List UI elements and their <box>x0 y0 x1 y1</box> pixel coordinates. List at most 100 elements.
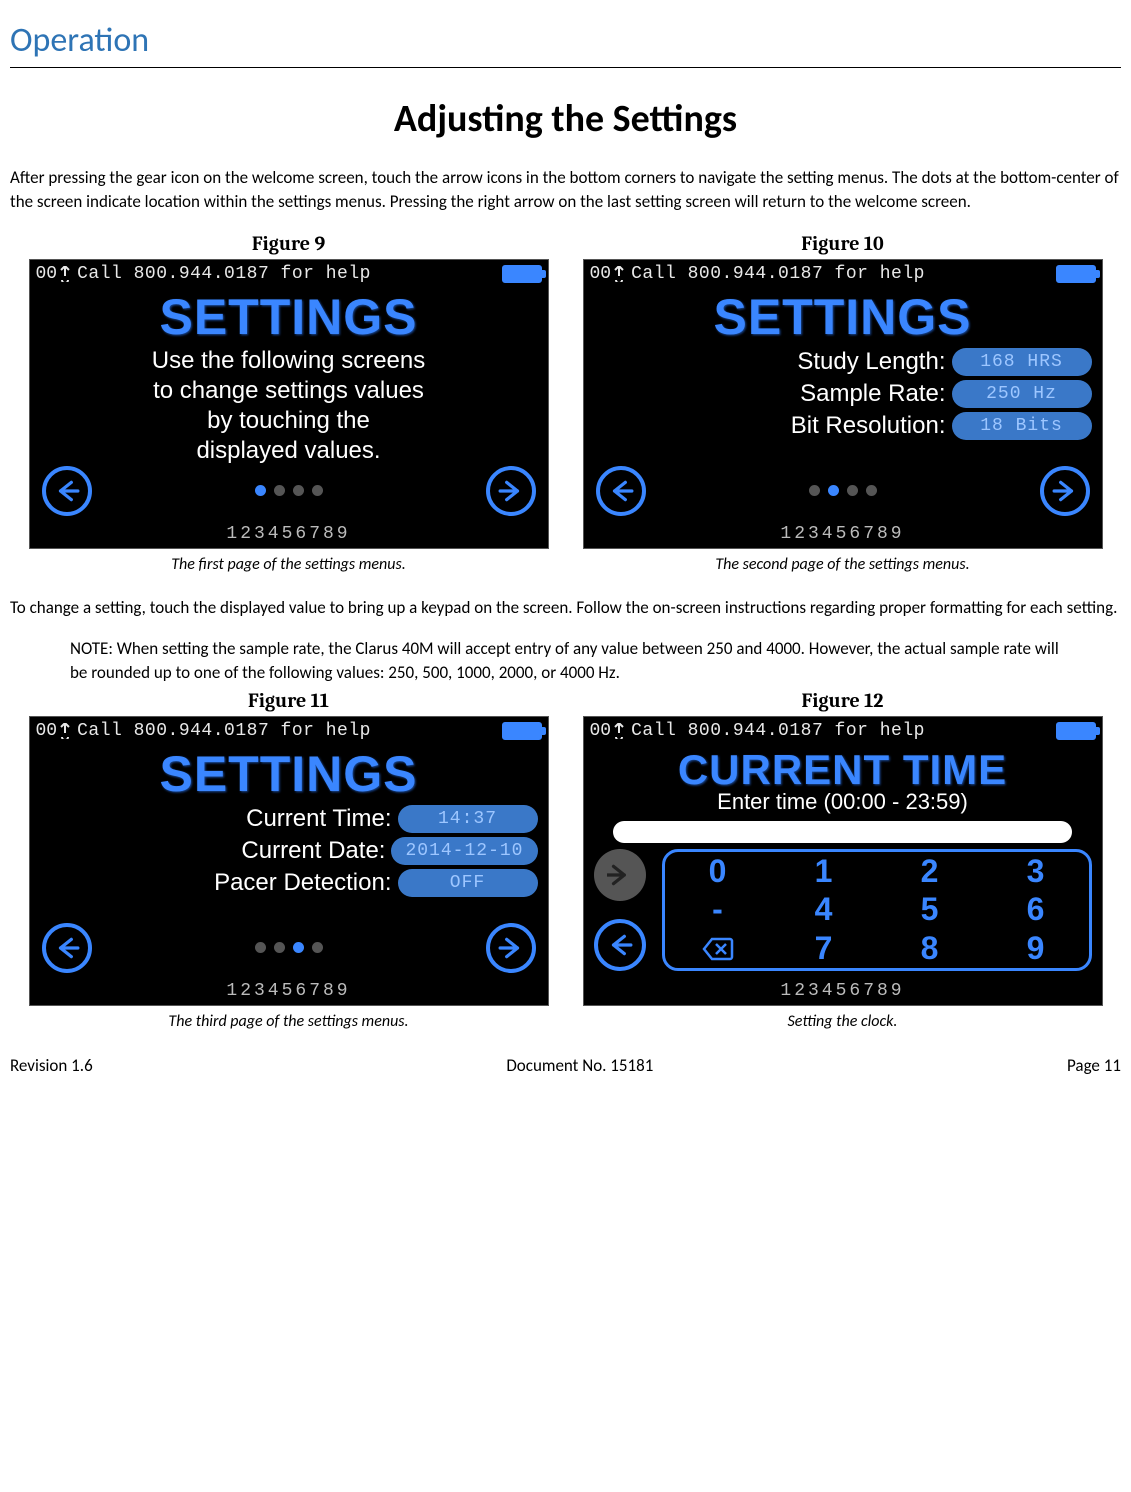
status-left-num: 00 <box>36 264 58 284</box>
status-help-text: Call 800.944.0187 for help <box>77 264 371 284</box>
setting-value-button[interactable]: 250 Hz <box>952 380 1092 408</box>
page-dot <box>274 485 285 496</box>
backspace-key[interactable] <box>665 929 771 968</box>
back-button[interactable] <box>594 919 646 971</box>
status-bar: 00 Call 800.944.0187 for help <box>584 260 1102 288</box>
nav-row <box>42 466 536 516</box>
screen-body: SETTINGS Study Length:168 HRS Sample Rate… <box>584 288 1102 522</box>
setting-label: Study Length: <box>594 348 952 376</box>
nav-row <box>596 466 1090 516</box>
setting-value-button[interactable]: OFF <box>398 869 538 897</box>
settings-title: SETTINGS <box>159 749 417 799</box>
settings-title: SETTINGS <box>159 292 417 342</box>
battery-icon <box>502 722 542 740</box>
nav-left-button[interactable] <box>42 466 92 516</box>
setting-row: Sample Rate:250 Hz <box>594 380 1092 408</box>
page-title: Adjusting the Settings <box>10 96 1121 142</box>
page-dot <box>293 485 304 496</box>
figures-row-2: Figure 11 00 Call 800.944.0187 for help … <box>10 689 1121 1006</box>
status-left-num: 00 <box>590 264 612 284</box>
nav-row <box>42 923 536 973</box>
figure-12: Figure 12 00 Call 800.944.0187 for help … <box>583 689 1103 1006</box>
caption-row-2: The third page of the settings menus. Se… <box>10 1012 1121 1031</box>
page-dot <box>828 485 839 496</box>
setting-value-button[interactable]: 18 Bits <box>952 412 1092 440</box>
time-entry-hint: Enter time (00:00 - 23:59) <box>717 789 968 815</box>
page-dot <box>255 942 266 953</box>
note-text: NOTE: When setting the sample rate, the … <box>70 637 1071 685</box>
setting-value-button[interactable]: 14:37 <box>398 805 538 833</box>
figure-10-caption: The second page of the settings menus. <box>583 555 1103 574</box>
device-screen-fig12: 00 Call 800.944.0187 for help CURRENT TI… <box>583 716 1103 1006</box>
footer-revision: Revision 1.6 <box>10 1055 93 1076</box>
signal-icon <box>613 723 625 739</box>
page-dot <box>866 485 877 496</box>
bottom-digits: 123456789 <box>584 979 1102 1005</box>
device-screen-fig11: 00 Call 800.944.0187 for help SETTINGS C… <box>29 716 549 1006</box>
digit-4-key[interactable]: 4 <box>771 891 877 930</box>
figure-9-caption: The first page of the settings menus. <box>29 555 549 574</box>
settings-rows: Study Length:168 HRS Sample Rate:250 Hz Bi… <box>594 344 1092 444</box>
digit-8-key[interactable]: 8 <box>877 929 983 968</box>
status-left-num: 00 <box>590 721 612 741</box>
digit-7-key[interactable]: 7 <box>771 929 877 968</box>
nav-right-button[interactable] <box>486 466 536 516</box>
figure-11-caption: The third page of the settings menus. <box>29 1012 549 1031</box>
page-dot <box>293 942 304 953</box>
page-dot <box>847 485 858 496</box>
nav-left-button[interactable] <box>42 923 92 973</box>
confirm-arrow-button[interactable] <box>594 849 646 901</box>
setting-row: Pacer Detection:OFF <box>40 869 538 897</box>
screen-body: SETTINGS Current Time:14:37Current Date:… <box>30 745 548 979</box>
caption-row-1: The first page of the settings menus. Th… <box>10 555 1121 574</box>
section-rule <box>10 67 1121 68</box>
digit-5-key[interactable]: 5 <box>877 891 983 930</box>
paragraph-2: To change a setting, touch the displayed… <box>10 596 1121 620</box>
footer-docnum: Document No. 15181 <box>506 1055 653 1076</box>
current-time-title: CURRENT TIME <box>678 749 1007 791</box>
digit-0-key[interactable]: 0 <box>665 852 771 891</box>
setting-value-button[interactable]: 168 HRS <box>952 348 1092 376</box>
digit-3-key[interactable]: 3 <box>983 852 1089 891</box>
digit-1-key[interactable]: 1 <box>771 852 877 891</box>
setting-label: Current Date: <box>40 837 392 865</box>
time-input-field[interactable] <box>613 821 1071 843</box>
figure-10: Figure 10 00 Call 800.944.0187 for help … <box>583 232 1103 549</box>
status-help-text: Call 800.944.0187 for help <box>631 721 925 741</box>
setting-label: Pacer Detection: <box>40 869 398 897</box>
setting-row: Current Date:2014-12-10 <box>40 837 538 865</box>
bottom-digits: 123456789 <box>30 522 548 548</box>
setting-row: Study Length:168 HRS <box>594 348 1092 376</box>
page-dot <box>809 485 820 496</box>
digit-9-key[interactable]: 9 <box>983 929 1089 968</box>
keypad-container: 0123 -456 789 <box>594 849 1092 977</box>
page-dot <box>312 942 323 953</box>
battery-icon <box>502 265 542 283</box>
keypad-side-buttons <box>594 849 654 977</box>
paragraph-1: After pressing the gear icon on the welc… <box>10 166 1121 214</box>
signal-icon <box>613 266 625 282</box>
digit-2-key[interactable]: 2 <box>877 852 983 891</box>
status-bar: 00 Call 800.944.0187 for help <box>584 717 1102 745</box>
figure-11: Figure 11 00 Call 800.944.0187 for help … <box>29 689 549 1006</box>
minus-key[interactable]: - <box>665 891 771 930</box>
screen-body: SETTINGS Use the following screens to ch… <box>30 288 548 522</box>
section-header: Operation <box>10 20 1121 61</box>
nav-right-button[interactable] <box>1040 466 1090 516</box>
digit-6-key[interactable]: 6 <box>983 891 1089 930</box>
nav-left-button[interactable] <box>596 466 646 516</box>
setting-value-button[interactable]: 2014-12-10 <box>391 837 537 865</box>
numeric-keypad: 0123 -456 789 <box>662 849 1092 971</box>
status-help-text: Call 800.944.0187 for help <box>77 721 371 741</box>
settings-info-text: Use the following screens to change sett… <box>152 346 425 466</box>
nav-right-button[interactable] <box>486 923 536 973</box>
setting-label: Bit Resolution: <box>594 412 952 440</box>
battery-icon <box>1056 722 1096 740</box>
settings-title: SETTINGS <box>713 292 971 342</box>
screen-body: CURRENT TIME Enter time (00:00 - 23:59) … <box>584 745 1102 979</box>
signal-icon <box>59 266 71 282</box>
status-left-num: 00 <box>36 721 58 741</box>
page-dots <box>255 485 323 496</box>
device-screen-fig9: 00 Call 800.944.0187 for help SETTINGS U… <box>29 259 549 549</box>
figure-9-label: Figure 9 <box>29 232 549 255</box>
